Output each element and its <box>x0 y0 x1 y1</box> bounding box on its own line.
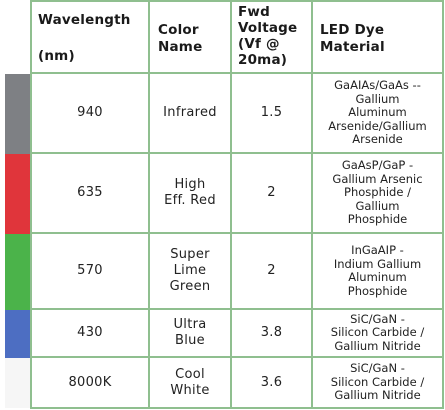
row-divider-3 <box>30 308 444 310</box>
material-line: GaAsP/GaP - <box>341 158 414 173</box>
material-line: Indium Gallium <box>333 256 422 271</box>
row-divider-4 <box>30 356 444 358</box>
material-line: Gallium <box>355 198 400 213</box>
row-green-material: InGaAIP - Indium Gallium Aluminum Phosph… <box>313 234 442 308</box>
material-line: Phosphide <box>347 283 408 298</box>
row-divider-2 <box>30 232 444 234</box>
header-color-name: Color Name <box>158 22 230 56</box>
table-border-left <box>30 0 32 409</box>
material-line: Arsenide/Gallium <box>328 118 427 133</box>
material-line: Phosphide <box>347 212 408 227</box>
row-red-voltage: 2 <box>267 185 276 200</box>
material-line: Gallium <box>355 91 400 106</box>
green-swatch <box>5 234 31 310</box>
material-line: InGaAIP - <box>351 243 404 257</box>
header-voltage-line1: Fwd <box>238 4 270 20</box>
header-voltage-line2: Voltage <box>238 20 298 36</box>
row-white-color: Cool White <box>150 358 230 407</box>
material-line: SiC/GaN - <box>350 361 405 376</box>
material-line: Gallium Nitride <box>334 388 421 403</box>
material-line: Gallium Nitride <box>334 338 421 353</box>
header-wavelength: Wavelength (nm) <box>38 12 148 65</box>
header-color-line1: Color <box>158 22 199 38</box>
white-swatch <box>5 358 31 408</box>
color-line: Green <box>169 279 211 294</box>
row-blue-voltage: 3.8 <box>260 325 283 340</box>
color-line: Lime <box>173 263 207 278</box>
led-spec-table: Wavelength (nm) Color Name Fwd Voltage (… <box>30 0 444 410</box>
header-voltage-line4: 20ma) <box>238 52 288 68</box>
color-line: White <box>170 382 210 398</box>
row-blue-material: SiC/GaN - Silicon Carbide / Gallium Nitr… <box>313 310 442 356</box>
column-divider-1 <box>148 0 150 409</box>
row-green-wavelength: 570 <box>77 263 103 278</box>
table-border-bottom <box>30 407 444 409</box>
row-infrared-voltage: 1.5 <box>260 105 283 120</box>
row-green-color: Super Lime Green <box>150 234 230 308</box>
column-divider-3 <box>311 0 313 409</box>
material-line: Arsenide <box>352 132 403 147</box>
row-infrared-color: Infrared <box>163 105 217 120</box>
row-red-color: High Eff. Red <box>150 154 230 232</box>
row-infrared-material: GaAIAs/GaAs -- Gallium Aluminum Arsenide… <box>313 74 442 152</box>
material-line: Silicon Carbide / <box>330 325 425 340</box>
color-line: Super <box>170 247 210 262</box>
color-line: Ultra <box>173 317 207 332</box>
color-line: Eff. Red <box>164 193 216 208</box>
row-green-voltage: 2 <box>267 263 276 278</box>
color-line: Cool <box>175 366 205 382</box>
material-line: Phosphide / <box>344 185 411 200</box>
row-white-voltage: 3.6 <box>260 374 283 390</box>
material-line: Gallium Arsenic <box>332 171 423 186</box>
row-white-material: SiC/GaN - Silicon Carbide / Gallium Nitr… <box>313 358 442 407</box>
material-line: Aluminum <box>348 270 407 284</box>
row-divider-header <box>30 72 444 74</box>
header-forward-voltage: Fwd Voltage (Vf @ 20ma) <box>238 4 311 68</box>
header-wavelength-line1: Wavelength <box>38 12 131 28</box>
infrared-swatch <box>5 74 31 154</box>
color-line: High <box>174 177 206 192</box>
table-border-top <box>30 0 444 2</box>
color-line: Blue <box>175 333 205 348</box>
red-swatch <box>5 154 31 234</box>
row-blue-color: Ultra Blue <box>150 310 230 356</box>
material-line: GaAIAs/GaAs -- <box>334 78 421 93</box>
blue-swatch <box>5 310 31 358</box>
header-color-line2: Name <box>158 39 203 55</box>
material-line: Aluminum <box>348 105 407 120</box>
header-voltage-line3: (Vf @ <box>238 36 280 52</box>
row-red-material: GaAsP/GaP - Gallium Arsenic Phosphide / … <box>313 154 442 232</box>
row-red-wavelength: 635 <box>77 185 103 200</box>
header-wavelength-line2: (nm) <box>38 48 75 64</box>
header-dye-line1: LED Dye <box>320 22 385 38</box>
header-led-dye-material: LED Dye Material <box>320 22 440 56</box>
column-divider-2 <box>230 0 232 409</box>
material-line: Silicon Carbide / <box>330 374 425 389</box>
material-line: SiC/GaN - <box>350 311 405 326</box>
row-blue-wavelength: 430 <box>77 325 103 340</box>
table-border-right <box>442 0 444 409</box>
header-dye-line2: Material <box>320 39 385 55</box>
row-divider-1 <box>30 152 444 154</box>
row-infrared-wavelength: 940 <box>77 105 103 120</box>
row-white-wavelength: 8000K <box>68 374 112 390</box>
